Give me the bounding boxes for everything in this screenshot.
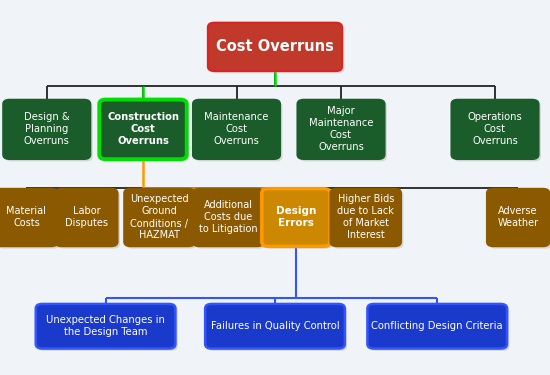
Text: Failures in Quality Control: Failures in Quality Control (211, 321, 339, 331)
FancyBboxPatch shape (332, 191, 404, 249)
FancyBboxPatch shape (6, 102, 92, 161)
FancyBboxPatch shape (207, 306, 347, 351)
FancyBboxPatch shape (55, 189, 118, 246)
Text: Design &
Planning
Overruns: Design & Planning Overruns (24, 112, 70, 146)
FancyBboxPatch shape (370, 306, 509, 351)
FancyBboxPatch shape (453, 102, 541, 161)
FancyBboxPatch shape (192, 189, 263, 246)
FancyBboxPatch shape (487, 189, 549, 246)
Text: Adverse
Weather: Adverse Weather (498, 207, 538, 228)
FancyBboxPatch shape (262, 189, 330, 246)
FancyBboxPatch shape (330, 189, 402, 246)
FancyBboxPatch shape (0, 189, 58, 246)
FancyBboxPatch shape (299, 102, 387, 161)
Text: Unexpected
Ground
Conditions /
HAZMAT: Unexpected Ground Conditions / HAZMAT (130, 195, 189, 240)
FancyBboxPatch shape (297, 100, 385, 159)
Text: Major
Maintenance
Cost
Overruns: Major Maintenance Cost Overruns (309, 106, 373, 152)
FancyBboxPatch shape (36, 304, 175, 349)
FancyBboxPatch shape (124, 189, 195, 246)
FancyBboxPatch shape (192, 100, 280, 159)
FancyBboxPatch shape (210, 25, 344, 74)
FancyBboxPatch shape (264, 191, 332, 249)
FancyBboxPatch shape (489, 191, 550, 249)
Text: Conflicting Design Criteria: Conflicting Design Criteria (371, 321, 503, 331)
Text: Additional
Costs due
to Litigation: Additional Costs due to Litigation (199, 201, 257, 234)
FancyBboxPatch shape (38, 306, 178, 351)
Text: Cost Overruns: Cost Overruns (216, 39, 334, 54)
Text: Design
Errors: Design Errors (276, 207, 316, 228)
FancyBboxPatch shape (101, 102, 189, 161)
Text: Material
Costs: Material Costs (7, 207, 46, 228)
FancyBboxPatch shape (208, 22, 342, 71)
Text: Construction
Cost
Overruns: Construction Cost Overruns (107, 112, 179, 146)
FancyBboxPatch shape (3, 100, 90, 159)
FancyBboxPatch shape (195, 102, 283, 161)
Text: Unexpected Changes in
the Design Team: Unexpected Changes in the Design Team (46, 315, 165, 337)
Text: Labor
Disputes: Labor Disputes (65, 207, 108, 228)
Text: Operations
Cost
Overruns: Operations Cost Overruns (468, 112, 522, 146)
FancyBboxPatch shape (195, 191, 266, 249)
FancyBboxPatch shape (451, 100, 539, 159)
FancyBboxPatch shape (205, 304, 345, 349)
FancyBboxPatch shape (99, 100, 187, 159)
FancyBboxPatch shape (367, 304, 507, 349)
FancyBboxPatch shape (0, 191, 60, 249)
Text: Maintenance
Cost
Overruns: Maintenance Cost Overruns (204, 112, 269, 146)
Text: Higher Bids
due to Lack
of Market
Interest: Higher Bids due to Lack of Market Intere… (337, 195, 394, 240)
FancyBboxPatch shape (126, 191, 197, 249)
FancyBboxPatch shape (57, 191, 120, 249)
